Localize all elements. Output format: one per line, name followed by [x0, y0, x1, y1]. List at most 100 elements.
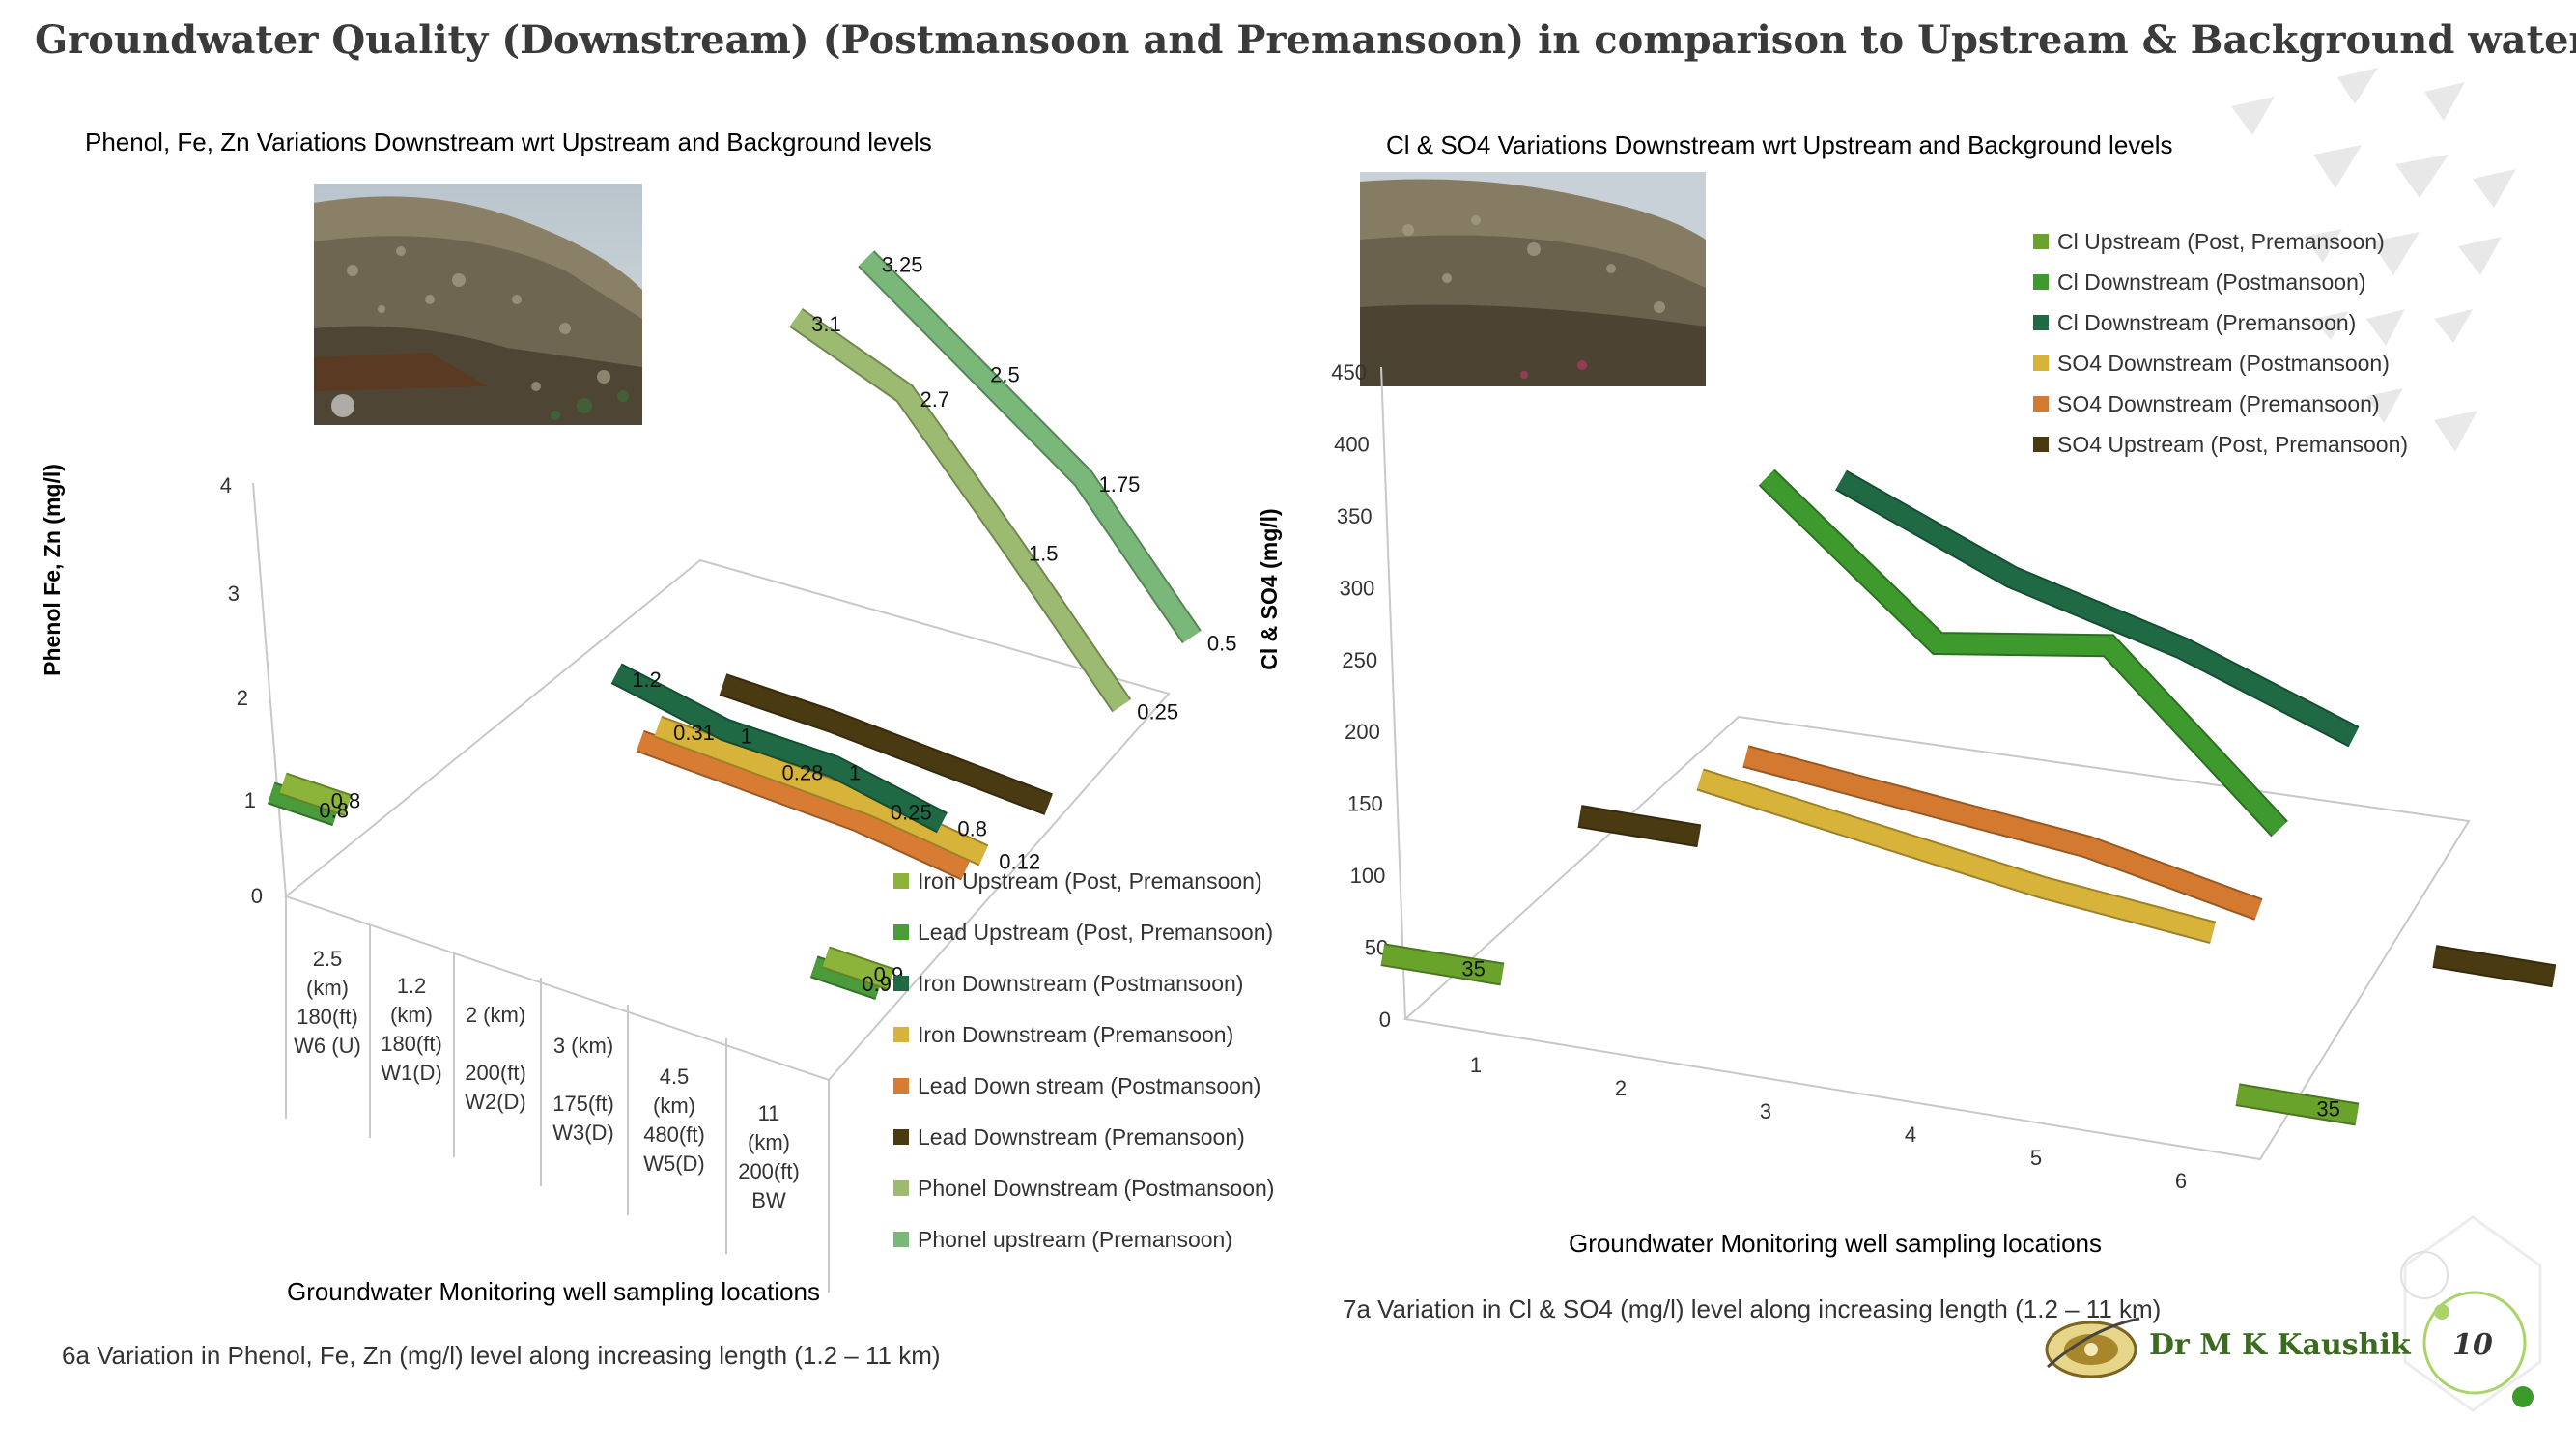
chart-1-category-label: 180(ft)	[381, 1032, 442, 1056]
chart-1-data-label: 0.12	[999, 849, 1040, 873]
chart-1-data-label: 0.28	[782, 760, 824, 784]
chart-2-legend-swatch	[2033, 234, 2049, 249]
chart-2-series-3	[1696, 768, 2217, 944]
chart-1-category-label: W2(D)	[465, 1090, 526, 1114]
chart-2-data-labels: 35 35	[1461, 956, 2339, 1121]
chart-1-legend-swatch	[893, 1232, 909, 1247]
chart-2-x-axis-label: Groundwater Monitoring well sampling loc…	[1569, 1229, 2102, 1258]
chart-1-legend-swatch	[893, 924, 909, 940]
chart-2-category-labels: 1 2 3 4 5 6	[1470, 1053, 2187, 1193]
chart-1-data-label: 0.8	[331, 788, 361, 812]
chart-2-series-5	[2432, 945, 2557, 988]
chart-2-ytick: 0	[1379, 1008, 1391, 1032]
chart-1-series-1	[267, 781, 340, 827]
chart-1-series-0	[822, 946, 895, 991]
chart-2-series-0	[2235, 1083, 2360, 1126]
chart-1-legend-label: Iron Upstream (Post, Premansoon)	[918, 868, 1262, 894]
chart-2-y-axis-line	[1380, 366, 1406, 1020]
landfill-photo-right	[1360, 172, 1706, 386]
chart-2-ytick: 400	[1334, 432, 1370, 456]
chart-2-legend-label: SO4 Downstream (Premansoon)	[2057, 391, 2380, 416]
caption-right: 7a Variation in Cl & SO4 (mg/l) level al…	[1343, 1294, 2162, 1323]
chart-1-data-label: 0.5	[1207, 631, 1237, 655]
chart-1-data-label: 0.8	[319, 798, 349, 822]
author-emblem	[2045, 1317, 2140, 1378]
chart-1-category-label: W1(D)	[381, 1061, 442, 1085]
page-number: 10	[2452, 1328, 2493, 1362]
chart-2-ytick: 150	[1347, 792, 1383, 816]
chart-2-legend-label: SO4 Upstream (Post, Premansoon)	[2057, 432, 2408, 457]
chart-1-ytick: 1	[244, 788, 256, 812]
chart-1-series-2	[610, 663, 948, 834]
chart-1-category-label: 180(ft)	[297, 1005, 358, 1029]
chart-1-data-label: 2.7	[920, 387, 950, 412]
chart-2-series	[1380, 469, 2557, 1126]
chart-2-series-4	[1742, 745, 2263, 921]
chart-2-category-label: 6	[2175, 1169, 2187, 1193]
chart-1-y-axis-line	[252, 482, 287, 897]
chart-1-series-0	[279, 772, 353, 817]
chart-2-category-label: 5	[2030, 1146, 2042, 1170]
chart-2-series-2	[1835, 469, 2360, 748]
chart-2-axes	[1380, 366, 2471, 1161]
chart-1-legend-label: Iron Downstream (Postmansoon)	[918, 971, 1243, 996]
chart-2-ytick: 450	[1331, 360, 1367, 384]
chart-2-ytick: 350	[1337, 504, 1373, 528]
chart-2-legend-swatch	[2033, 355, 2049, 371]
chart-1-legend: Iron Upstream (Post, Premansoon) Lead Ups…	[893, 868, 1274, 1252]
landfill-photo-left	[314, 184, 642, 425]
chart-1-ytick: 0	[251, 884, 263, 908]
chart-1-y-ticks: 0 1 2 3 4	[220, 473, 263, 908]
chart-1-data-label: 3.1	[811, 312, 841, 336]
chart-1-data-label: 0.8	[957, 817, 987, 841]
chart-1-floor	[283, 558, 1171, 1082]
chart-2-series-0	[1380, 943, 1505, 986]
chart-1-category-label: 2.5	[313, 947, 343, 971]
chart-2-series-1	[1758, 469, 2288, 838]
chart-1-data-label: 0.25	[1137, 700, 1178, 724]
chart-1-category-label: 3 (km)	[553, 1034, 613, 1058]
chart-1-category-label: W3(D)	[552, 1121, 614, 1145]
chart-2-ytick: 250	[1342, 648, 1377, 672]
chart-1-data-label: 3.25	[882, 253, 923, 277]
chart-1-category-label: 2 (km)	[466, 1003, 525, 1027]
chart-1-category-label: 1.2	[397, 974, 427, 998]
chart-1-series-5	[719, 673, 1053, 815]
chart-1-series-3	[653, 715, 989, 867]
chart-1-category-label: 11	[758, 1101, 780, 1125]
chart-1-series-4	[636, 729, 971, 881]
chart-1-category-label: 175(ft)	[552, 1092, 614, 1116]
chart-2-category-label: 4	[1905, 1122, 1916, 1147]
chart-1-legend-label: Iron Downstream (Premansoon)	[918, 1022, 1233, 1047]
chart-2-series-5	[1577, 805, 1702, 848]
chart-2-legend-label: Cl Downstream (Postmansoon)	[2057, 270, 2366, 295]
chart-2-legend-swatch	[2033, 315, 2049, 330]
chart-1-category-grid	[285, 896, 727, 1254]
chart-1-series-7	[858, 250, 1202, 644]
chart-1-data-label: 2.5	[990, 362, 1020, 386]
chart-1-data-label: 0.31	[673, 721, 715, 745]
chart-2-legend-label: Cl Upstream (Post, Premansoon)	[2057, 229, 2385, 254]
author-name: Dr M K Kaushik	[2149, 1328, 2411, 1362]
chart-2-ytick: 100	[1350, 864, 1386, 888]
chart-2-y-axis-label: Cl & SO4 (mg/l)	[1257, 508, 1282, 669]
chart-1-category-label: W5(D)	[643, 1151, 705, 1176]
chart-1-category-label: W6 (U)	[294, 1034, 361, 1058]
chart-2-legend: Cl Upstream (Post, Premansoon) Cl Downstr…	[2033, 229, 2408, 457]
chart-2-title: Cl & SO4 Variations Downstream wrt Upstr…	[1386, 130, 2173, 159]
chart-1-legend-label: Lead Down stream (Postmansoon)	[918, 1073, 1260, 1098]
chart-1-category-labels: 2.5 (km) 180(ft) W6 (U) 1.2 (km) 180(ft) W1(D) 2…	[294, 947, 800, 1212]
chart-1-data-label: 1.75	[1099, 472, 1141, 497]
chart-1-data-label: 1	[741, 724, 752, 748]
chart-1-category-label: 480(ft)	[643, 1122, 705, 1147]
chart-1-data-labels: 3.25 2.5 1.75 0.5 3.1 2.7 1.5 0.25 0.31 0.28 0.25 0…	[319, 253, 1236, 996]
chart-1-data-label: 1.2	[632, 668, 662, 692]
chart-1-series-1	[809, 955, 883, 1000]
chart-2-legend-label: SO4 Downstream (Postmansoon)	[2057, 351, 2390, 376]
chart-1-category-label: (km)	[653, 1094, 695, 1118]
